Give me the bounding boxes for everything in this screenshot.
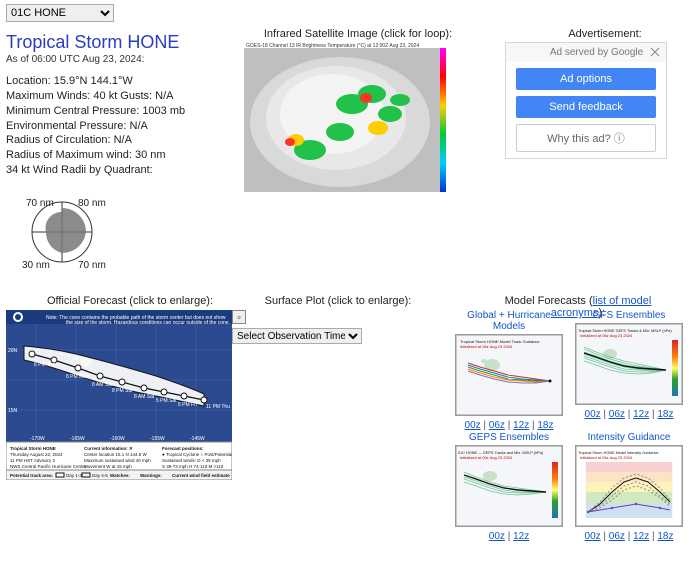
svg-text:8 PM Sat: 8 PM Sat (112, 388, 133, 394)
ad-served-by: Ad served by Google (506, 43, 666, 62)
as-of-timestamp: As of 06:00 UTC Aug 23, 2024: (6, 54, 144, 65)
advertisement-label: Advertisement: (540, 28, 670, 40)
model-panel-title[interactable]: GFS Ensembles (574, 310, 684, 321)
svg-text:GOES-18 Channel 13 IR Brightne: GOES-18 Channel 13 IR Brightness Tempera… (246, 43, 419, 49)
run-link[interactable]: 06z (609, 531, 625, 542)
stat-max-winds: Maximum Winds: 40 kt Gusts: N/A (6, 89, 185, 104)
svg-text:Maximum sustained wind 40 mph: Maximum sustained wind 40 mph (84, 458, 151, 463)
model-panel-gfs-ensembles: GFS Ensembles Tropical Storm HONE GEFS T… (574, 310, 684, 420)
svg-text:15N: 15N (8, 408, 18, 414)
ad-feedback-button[interactable]: Send feedback (516, 96, 656, 118)
run-link[interactable]: 06z (489, 420, 505, 431)
svg-text:Thursday August 22, 2024: Thursday August 22, 2024 (10, 452, 63, 457)
svg-text:8 PM Mon: 8 PM Mon (66, 374, 89, 380)
svg-text:Current wind field estimate: Current wind field estimate (172, 473, 230, 478)
compass-se: 70 nm (78, 260, 106, 271)
svg-text:Watches:: Watches: (110, 473, 130, 478)
close-icon[interactable] (650, 47, 660, 57)
svg-text:5 PM Sat: 5 PM Sat (156, 398, 177, 404)
surface-plot-label: Surface Plot (click to enlarge): (258, 295, 418, 307)
model-panel-thumb[interactable]: Tropical Storm HONE Model Intensity Guid… (575, 445, 683, 527)
svg-text:-160W: -160W (110, 436, 125, 442)
model-run-links: 00z | 12z (454, 531, 564, 542)
svg-text:8 AM Sat: 8 AM Sat (134, 394, 155, 400)
official-forecast-image[interactable]: Note: The cone contains the probable pat… (6, 310, 232, 480)
wind-radii-compass: 70 nm 80 nm 70 nm 30 nm (8, 188, 116, 276)
svg-text:5 PM Fri: 5 PM Fri (178, 402, 197, 408)
compass-ne: 80 nm (78, 198, 106, 209)
stat-radius-circ: Radius of Circulation: N/A (6, 133, 185, 148)
run-link[interactable]: 18z (657, 409, 673, 420)
svg-text:Center location 15.1 N 144.8 W: Center location 15.1 N 144.8 W (84, 452, 148, 457)
run-link[interactable]: 00z (585, 409, 601, 420)
run-link[interactable]: 12z (633, 531, 649, 542)
storm-selector[interactable]: 01C HONE (6, 4, 114, 22)
run-link[interactable]: 12z (633, 409, 649, 420)
svg-text:Day 1-3: Day 1-3 (66, 473, 82, 478)
svg-text:20N: 20N (8, 348, 18, 354)
svg-text:Tropical Storm HONE: Tropical Storm HONE (10, 446, 56, 451)
stat-env-pressure: Environmental Pressure: N/A (6, 119, 185, 134)
surface-plot-expand-button[interactable]: ▫ (232, 310, 246, 324)
svg-text:Forecast positions:: Forecast positions: (162, 446, 204, 451)
ad-options-button[interactable]: Ad options (516, 68, 656, 90)
svg-text:-170W: -170W (30, 436, 45, 442)
svg-text:-155W: -155W (150, 436, 165, 442)
svg-text:11 PM Thu: 11 PM Thu (206, 404, 230, 410)
satellite-image[interactable]: GOES-18 Channel 13 IR Brightness Tempera… (240, 42, 450, 202)
stat-wind-radii-label: 34 kt Wind Radii by Quadrant: (6, 163, 185, 178)
run-link[interactable]: 18z (657, 531, 673, 542)
svg-text:-145W: -145W (190, 436, 205, 442)
model-panel-thumb[interactable]: 01C HONE — GEPS Tracks and Min. MSLP (hP… (455, 445, 563, 527)
svg-text:Day 4-5: Day 4-5 (92, 473, 108, 478)
model-panel-global-hurricane: Global + Hurricane Models Tropical Storm… (454, 310, 564, 431)
svg-text:11 PM HST Advisory 3: 11 PM HST Advisory 3 (10, 458, 55, 463)
satellite-label: Infrared Satellite Image (click for loop… (258, 28, 458, 40)
model-panel-title[interactable]: Global + Hurricane Models (454, 310, 564, 332)
storm-title: Tropical Storm HONE (6, 32, 179, 53)
model-run-links: 00z | 06z | 12z | 18z (574, 409, 684, 420)
svg-text:NWS Central Pacific Hurricane: NWS Central Pacific Hurricane Center (10, 464, 87, 469)
svg-text:● Tropical Cyclone ○ Post/Pot: ● Tropical Cyclone ○ Post/Potential TC (162, 452, 232, 457)
ad-widget: Ad served by Google Ad options Send feed… (505, 42, 667, 159)
observation-time-select[interactable]: Select Observation Time... (232, 328, 362, 344)
svg-text:8 PM Tue: 8 PM Tue (34, 362, 56, 368)
svg-text:Initialized at 06z Aug 23 2024: Initialized at 06z Aug 23 2024 (580, 455, 633, 460)
stat-radius-maxwind: Radius of Maximum wind: 30 nm (6, 148, 185, 163)
svg-text:8 AM Sun: 8 AM Sun (92, 382, 114, 388)
svg-text:Initialized at 06z Aug 23 2024: Initialized at 06z Aug 23 2024 (460, 344, 513, 349)
storm-stats: Location: 15.9°N 144.1°W Maximum Winds: … (6, 74, 185, 178)
run-link[interactable]: 12z (513, 420, 529, 431)
model-panel-thumb[interactable]: Tropical Storm HONE Model Track Guidance… (455, 334, 563, 416)
svg-text:-165W: -165W (70, 436, 85, 442)
compass-nw: 70 nm (26, 198, 54, 209)
svg-text:Warnings:: Warnings: (140, 473, 162, 478)
svg-text:Initialized at 00z Aug 23 2024: Initialized at 00z Aug 23 2024 (460, 455, 513, 460)
model-panel-title[interactable]: Intensity Guidance (574, 432, 684, 443)
run-link[interactable]: 00z (489, 531, 505, 542)
run-link[interactable]: 12z (513, 531, 529, 542)
svg-text:Movement W at 15 mph: Movement W at 15 mph (84, 464, 132, 469)
stat-location: Location: 15.9°N 144.1°W (6, 74, 185, 89)
ad-why-button[interactable]: Why this ad? ⓘ (516, 124, 656, 152)
svg-text:Sustained winds: D < 39 mph: Sustained winds: D < 39 mph (162, 458, 221, 463)
svg-text:S 39-73 mph H 74-110 M >110: S 39-73 mph H 74-110 M >110 (162, 464, 224, 469)
official-forecast-label: Official Forecast (click to enlarge): (40, 295, 220, 307)
model-panel-geps-ensembles: GEPS Ensembles 01C HONE — GEPS Tracks an… (454, 432, 564, 542)
compass-sw: 30 nm (22, 260, 50, 271)
svg-text:Potential track area:: Potential track area: (10, 473, 54, 478)
model-panel-thumb[interactable]: Tropical Storm HONE GEFS Tracks & Min. M… (575, 323, 683, 405)
stat-min-pressure: Minimum Central Pressure: 1003 mb (6, 104, 185, 119)
svg-text:Initialized at 06z Aug 23 2024: Initialized at 06z Aug 23 2024 (580, 333, 633, 338)
run-link[interactable]: 00z (465, 420, 481, 431)
model-run-links: 00z | 06z | 12z | 18z (454, 420, 564, 431)
svg-text:Current information: ✕: Current information: ✕ (84, 446, 133, 451)
run-link[interactable]: 06z (609, 409, 625, 420)
model-panel-title[interactable]: GEPS Ensembles (454, 432, 564, 443)
run-link[interactable]: 18z (537, 420, 553, 431)
model-run-links: 00z | 06z | 12z | 18z (574, 531, 684, 542)
run-link[interactable]: 00z (585, 531, 601, 542)
model-panel-intensity: Intensity Guidance Tropical Storm HONE M… (574, 432, 684, 542)
